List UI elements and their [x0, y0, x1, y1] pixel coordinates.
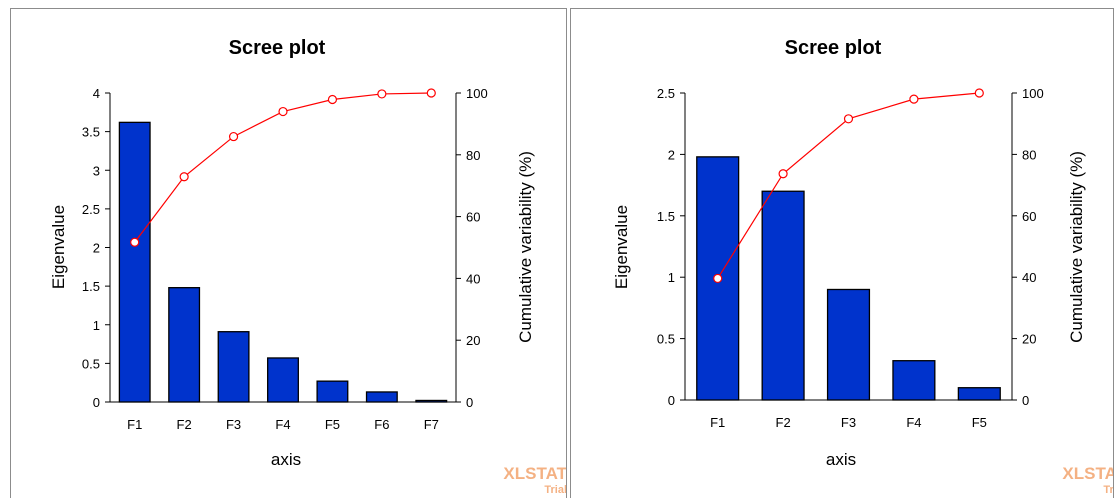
eigenvalue-bar	[217, 331, 250, 403]
y-tick-label: 2.5	[82, 202, 100, 217]
x-tick-label: F7	[424, 417, 439, 432]
cumulative-variability-point	[228, 131, 239, 142]
x-tick-label: F3	[841, 415, 856, 430]
y2-axis-title: Cumulative variability (%)	[1067, 151, 1086, 343]
x-axis-title: axis	[271, 450, 301, 469]
scree-plot-chart-left: Scree plot Eigenvalue Cumulative variabi…	[49, 37, 567, 496]
cumulative-variability-point	[278, 106, 288, 117]
y-tick-label: 4	[93, 86, 100, 101]
watermark-text: XLSTAT	[1062, 464, 1114, 483]
eigenvalue-bar	[761, 190, 805, 401]
eigenvalue-bar	[826, 288, 871, 401]
eigenvalue-bar	[957, 387, 1001, 401]
x-tick-label: F4	[275, 417, 290, 432]
plot-area: 0 0.5 1 1.5 2 2.5 0 20 40 60 80 100 F1 F2 F3 F4 F5	[657, 86, 1044, 430]
watermark-subtext: Trial	[544, 484, 567, 496]
scree-plot-panel-left: Scree plot Eigenvalue Cumulative variabi…	[10, 8, 567, 498]
cumulative-variability-point	[327, 94, 338, 105]
y-tick-label: 1	[93, 318, 100, 333]
eigenvalue-bar	[365, 391, 398, 403]
x-tick-label: F6	[374, 417, 389, 432]
eigenvalue-bar	[316, 380, 349, 403]
cumulative-variability-point	[426, 88, 436, 98]
x-tick-label: F2	[776, 415, 791, 430]
y2-axis-title: Cumulative variability (%)	[516, 151, 535, 343]
y-tick-label: 1	[668, 270, 675, 285]
x-tick-label: F1	[710, 415, 725, 430]
cumulative-variability-point	[909, 94, 919, 104]
y-tick-label: 2	[93, 241, 100, 256]
y2-tick-label: 0	[466, 395, 473, 410]
y2-tick-label: 40	[1022, 270, 1036, 285]
y2-tick-label: 100	[1022, 86, 1044, 101]
y-tick-label: 0	[668, 393, 675, 408]
y-tick-label: 3.5	[82, 125, 100, 140]
cumulative-variability-point	[130, 237, 140, 247]
cumulative-variability-point	[974, 88, 984, 98]
eigenvalue-bar	[267, 357, 299, 403]
y-tick-label: 1.5	[82, 279, 100, 294]
y2-tick-label: 100	[466, 86, 488, 101]
y-tick-label: 3	[93, 163, 100, 178]
y2-tick-label: 80	[1022, 147, 1036, 162]
y-tick-label: 1.5	[657, 209, 675, 224]
chart-title: Scree plot	[229, 37, 326, 59]
y2-tick-label: 0	[1022, 393, 1029, 408]
y2-tick-label: 20	[466, 333, 480, 348]
x-tick-label: F5	[325, 417, 340, 432]
cumulative-variability-point	[778, 169, 788, 179]
y2-tick-label: 60	[466, 210, 480, 225]
eigenvalue-bar	[118, 121, 151, 403]
y2-tick-label: 20	[1022, 332, 1036, 347]
y2-tick-label: 80	[466, 148, 480, 163]
cumulative-variability-point	[843, 114, 854, 124]
cumulative-variability-point	[377, 89, 387, 99]
y-tick-label: 0	[93, 395, 100, 410]
y-tick-label: 2	[668, 147, 675, 162]
x-tick-label: F1	[127, 417, 142, 432]
x-tick-label: F3	[226, 417, 241, 432]
y2-tick-label: 40	[466, 271, 480, 286]
y-tick-label: 0.5	[657, 332, 675, 347]
scree-plot-panel-right: Scree plot Eigenvalue Cumulative variabi…	[570, 8, 1114, 498]
y-axis-title: Eigenvalue	[49, 205, 68, 289]
eigenvalue-bar	[415, 399, 448, 403]
x-tick-label: F4	[906, 415, 921, 430]
y2-tick-label: 60	[1022, 209, 1036, 224]
y-axis-title: Eigenvalue	[612, 205, 631, 289]
watermark-text: XLSTAT	[503, 464, 567, 483]
y-tick-label: 2.5	[657, 86, 675, 101]
x-tick-label: F5	[972, 415, 987, 430]
y-tick-label: 0.5	[82, 356, 100, 371]
eigenvalue-bar	[168, 287, 201, 403]
x-axis-title: axis	[826, 450, 856, 469]
cumulative-variability-point	[713, 273, 723, 284]
chart-title: Scree plot	[785, 37, 882, 59]
watermark-subtext: Trial	[1103, 484, 1114, 496]
x-tick-label: F2	[177, 417, 192, 432]
cumulative-variability-point	[179, 172, 189, 182]
eigenvalue-bar	[892, 360, 936, 401]
scree-plot-chart-right: Scree plot Eigenvalue Cumulative variabi…	[612, 37, 1114, 496]
